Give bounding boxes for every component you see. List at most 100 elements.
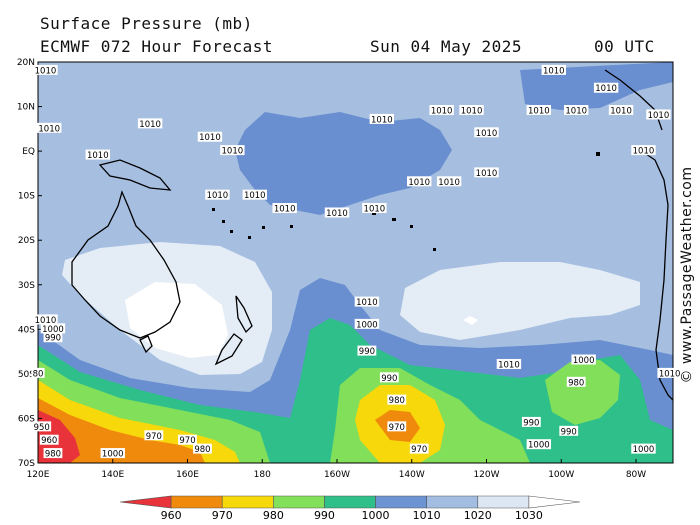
isobar-label-bg — [205, 189, 230, 200]
isobar-label: 1010 — [326, 209, 348, 219]
isobar-label-bg — [100, 448, 125, 459]
isobar-label-bg — [369, 113, 395, 124]
lon-label: 120W — [473, 470, 499, 480]
isobar-label: 1010 — [461, 107, 483, 117]
lat-label: 10N — [17, 103, 35, 113]
isobar-label: 970 — [179, 436, 195, 446]
longitude-axis: 120E 140E 160E 180 160W 140W 120W 100W 80W — [27, 459, 646, 480]
isobar-label: 1010 — [364, 205, 386, 215]
isobar-label: 1010 — [87, 151, 109, 161]
legend-swatch — [221, 495, 274, 509]
isobar-label: 1010 — [35, 66, 57, 76]
isobar-label-bg — [387, 421, 407, 432]
isobar-label: 990 — [381, 374, 397, 384]
model-forecast-label: ECMWF 072 Hour Forecast — [40, 37, 274, 56]
isobar-label: 1010 — [610, 107, 632, 117]
isobar-label: 1010 — [139, 120, 161, 130]
isobar-label-bg — [521, 416, 541, 427]
isobar-label: 1010 — [595, 84, 617, 94]
isobar-label-bg — [32, 421, 52, 432]
band-1030-high-east — [463, 316, 478, 325]
isobar-label: 1010 — [35, 316, 57, 326]
isobar-label-bg — [137, 118, 163, 129]
isobar-label: 80 — [33, 369, 44, 379]
tasmania-coast — [139, 335, 153, 354]
legend-swatch — [426, 495, 479, 509]
isobar-label-bg — [564, 105, 589, 116]
lat-label: 20S — [18, 236, 35, 246]
isobar-label-bg — [33, 314, 58, 325]
lat-label: 70S — [18, 459, 35, 469]
isobar-label: 1010 — [274, 205, 296, 215]
isobar-label-bg — [541, 64, 566, 75]
isobar-label-bg — [220, 145, 245, 156]
isobar-label-bg — [526, 439, 552, 450]
legend-swatch — [324, 495, 376, 509]
isobar-label-bg — [43, 448, 63, 459]
isobar-label-bg — [474, 127, 499, 138]
isobar-label-bg — [37, 122, 62, 133]
isobar-label-bg — [657, 367, 682, 378]
isobar-label: 980 — [568, 378, 584, 388]
isobar-label-bg — [193, 443, 212, 454]
legend-tick-label: 1030 — [515, 509, 543, 522]
legend-swatch — [119, 495, 172, 509]
pressure-legend: 960 970 980 990 1000 1010 1020 1030 — [119, 495, 581, 522]
isobar-label-bg — [526, 105, 552, 116]
latitude-axis: 20N 10N EQ 10S 20S 30S 40S 50S 60S 70S — [17, 58, 42, 469]
isobar-label: 970 — [146, 432, 162, 442]
isobar-label: 1010 — [476, 129, 498, 139]
isobar-label: 1010 — [438, 178, 460, 188]
australia-coast — [71, 190, 181, 339]
isobar-label-bg — [272, 203, 297, 214]
island-dots — [212, 152, 600, 251]
isobar-label-bg — [429, 105, 454, 116]
isobar-label-bg — [40, 323, 66, 334]
lon-label: 100W — [548, 470, 574, 480]
isobar-label-bg — [144, 430, 164, 441]
isobar-label: 1010 — [543, 66, 565, 76]
isobar-label: 950 — [34, 423, 50, 433]
lon-label: 160W — [324, 470, 350, 480]
isobar-label: 1010 — [633, 147, 655, 157]
new-guinea-coast — [98, 159, 172, 191]
isobar-label-bg — [362, 203, 387, 214]
isobar-label-bg — [33, 64, 58, 75]
lat-label: 50S — [18, 370, 35, 380]
lat-label: 20N — [17, 58, 35, 68]
lon-label: 140W — [399, 470, 425, 480]
isobar-label: 1010 — [199, 133, 221, 143]
isobar-label-bg — [43, 332, 63, 343]
isobar-label-bg — [559, 425, 579, 436]
isobar-label: 1010 — [244, 191, 266, 201]
isobar-label: 1010 — [222, 147, 244, 157]
band-980-990-c — [545, 360, 620, 425]
isobar-label-bg — [631, 443, 656, 454]
isobar-label: 1010 — [476, 169, 498, 179]
isobar-label: 1000 — [573, 356, 595, 366]
isobar-label: 1000 — [102, 450, 124, 460]
isobar-label: 1010 — [431, 107, 453, 117]
legend-tick-label: 990 — [314, 509, 335, 522]
isobar-label: 970 — [389, 423, 405, 433]
isobar-label-bg — [178, 434, 197, 445]
isobar-label: 1010 — [498, 360, 520, 370]
isobar-label: 1000 — [42, 325, 64, 335]
lon-label: 80W — [626, 470, 646, 480]
isobar-label: 1010 — [38, 124, 60, 134]
isobar-label: 990 — [523, 418, 539, 428]
isobar-label-bg — [474, 167, 499, 178]
isobar-label: 1010 — [565, 107, 587, 117]
new-zealand-south — [214, 333, 243, 366]
isobar-label: 980 — [389, 396, 405, 406]
forecast-time: 00 UTC — [594, 37, 655, 56]
lat-label: 60S — [18, 414, 35, 424]
legend-tick-label: 1000 — [362, 509, 390, 522]
isobar-label: 1000 — [528, 441, 550, 451]
isobar-label: 960 — [41, 436, 57, 446]
isobar-label: 990 — [359, 347, 375, 357]
isobar-label-bg — [31, 367, 45, 378]
legend-tick-label: 980 — [263, 509, 284, 522]
isobar-label: 1010 — [528, 107, 550, 117]
isobar-label-bg — [379, 372, 399, 383]
